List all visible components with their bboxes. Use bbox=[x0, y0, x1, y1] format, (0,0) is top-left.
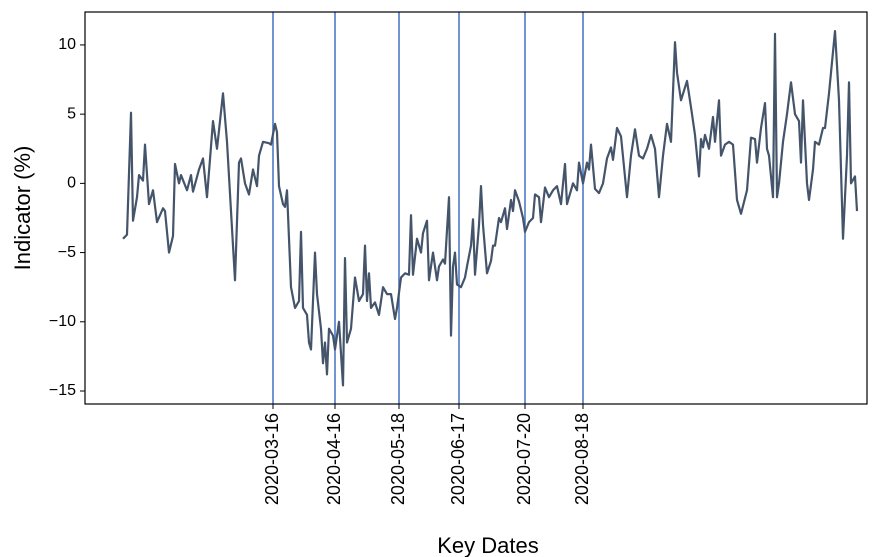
plot-frame bbox=[84, 11, 868, 405]
x-tick-label: 2020-08-18 bbox=[572, 413, 592, 505]
y-axis-label: Indicator (%) bbox=[10, 146, 35, 271]
x-tick-label: 2020-05-18 bbox=[388, 413, 408, 505]
y-tick-label: −10 bbox=[49, 313, 76, 330]
y-tick-label: 10 bbox=[58, 36, 76, 53]
x-tick-label: 2020-06-17 bbox=[448, 413, 468, 505]
x-axis-label: Key Dates bbox=[437, 533, 539, 557]
y-tick-label: −15 bbox=[49, 382, 76, 399]
y-tick-label: −5 bbox=[58, 244, 76, 261]
x-tick-label: 2020-03-16 bbox=[262, 413, 282, 505]
x-tick-label: 2020-04-16 bbox=[324, 413, 344, 505]
y-tick-label: 5 bbox=[67, 105, 76, 122]
y-tick-label: 0 bbox=[67, 175, 76, 192]
x-tick-label: 2020-07-20 bbox=[514, 413, 534, 505]
data-line bbox=[122, 30, 859, 387]
